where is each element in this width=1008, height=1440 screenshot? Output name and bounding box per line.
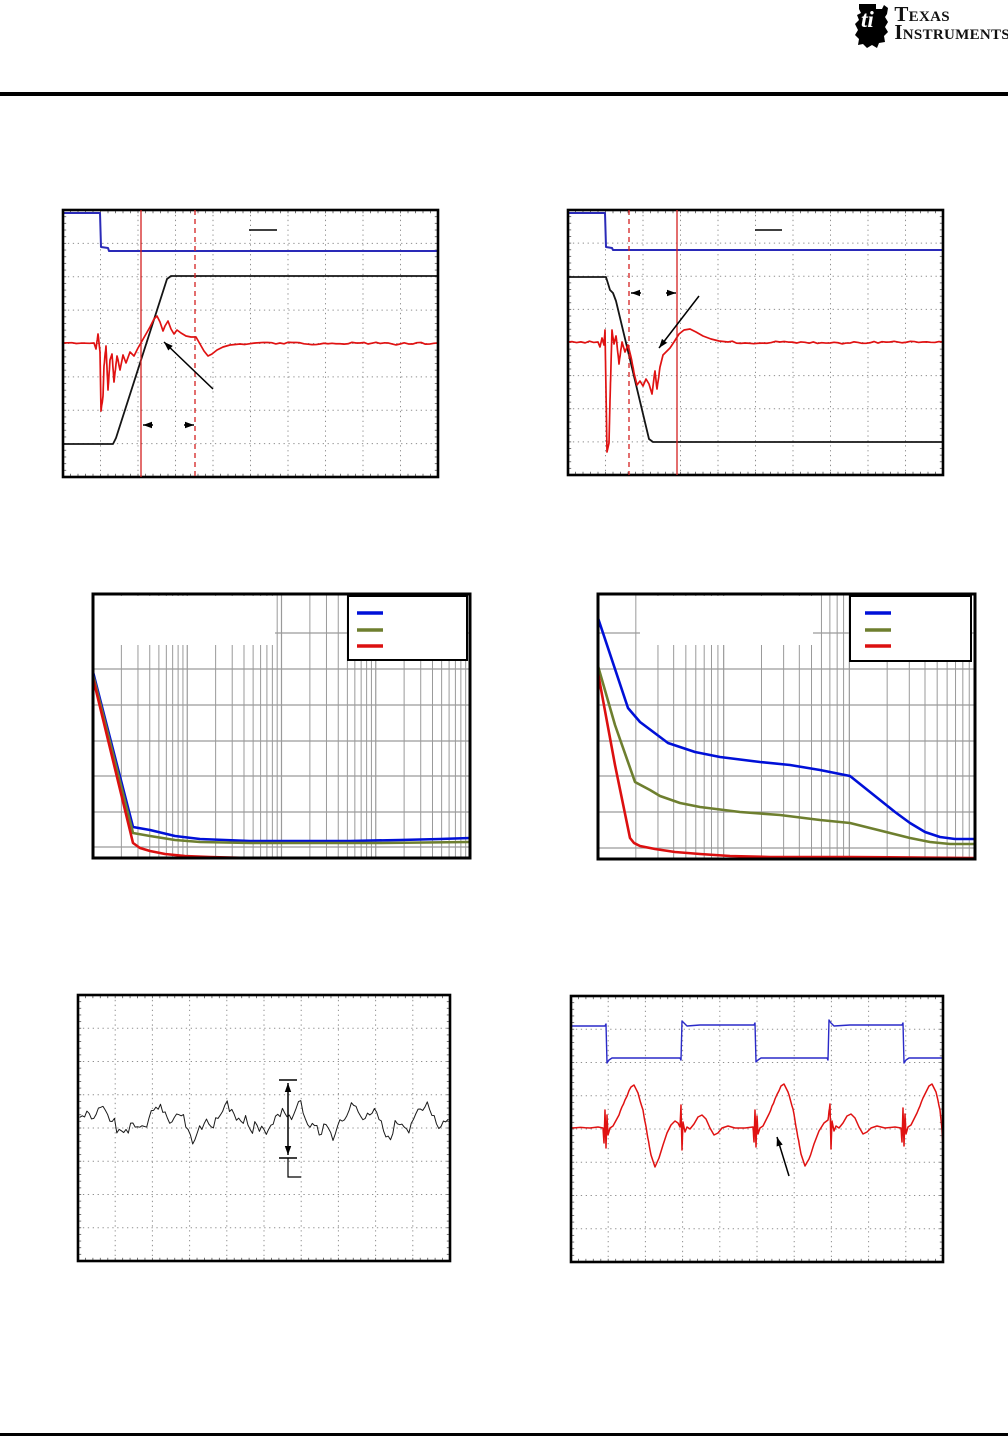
current-trace-red (568, 328, 943, 453)
gridlines (598, 594, 975, 859)
arrowhead (143, 421, 152, 429)
arrowhead (667, 289, 676, 297)
arrowhead (284, 1146, 292, 1155)
header-rule (0, 92, 1008, 96)
annotation-polyline (287, 1158, 301, 1178)
grid-cover-box (640, 596, 813, 645)
ti-bug-glyph: ti (861, 7, 874, 32)
arrowhead (659, 338, 668, 348)
series-green (598, 664, 975, 846)
ti-logo-bug-icon: ti (855, 4, 889, 48)
arrowhead (164, 342, 173, 351)
plot-border (91, 592, 472, 860)
plot-border (76, 993, 452, 1263)
series-red (598, 671, 975, 859)
arrowhead (631, 289, 640, 297)
gridlines (78, 995, 450, 1261)
series-blue (93, 670, 470, 843)
ti-logo-line1: Texas (894, 2, 950, 26)
ti-logo-line2: Instruments (894, 20, 1008, 44)
arrowhead (776, 1137, 783, 1147)
fig5-output-ripple-scope-plot (76, 993, 452, 1263)
response-trace-red (571, 1083, 943, 1168)
fig4-efficiency-log-chart-right-plot (596, 592, 977, 861)
fig2-shutdown-transient-scope-plot (566, 208, 945, 477)
ti-logo-wordmark: Texas Instruments (894, 2, 1008, 44)
plot-border (566, 208, 945, 477)
load-step-trace-blue (571, 1019, 943, 1064)
arrowhead (185, 421, 194, 429)
enable-trace-blue (568, 212, 943, 251)
current-trace-red (63, 315, 438, 412)
legend-box (849, 595, 972, 662)
series-green (93, 673, 470, 845)
enable-trace-blue (63, 212, 438, 252)
fig6-load-transient-scope-plot (569, 994, 945, 1264)
series-blue (598, 616, 975, 841)
ti-logo: ti Texas Instruments (855, 3, 1008, 49)
ripple-noise-trace-black (79, 1100, 449, 1145)
annotation-arrow (163, 341, 214, 390)
fig3-efficiency-log-chart-left-plot (91, 592, 472, 860)
output-ramp-trace-black (63, 275, 438, 445)
ti-bug-shape (855, 4, 889, 48)
plot-border (61, 208, 440, 479)
annotation-arrow (658, 295, 700, 349)
grid-cover-box (93, 596, 275, 645)
plot-border (569, 994, 945, 1264)
legend-box (347, 595, 468, 661)
plot-border (596, 592, 977, 861)
footer-rule (0, 1433, 1008, 1436)
fig1-startup-transient-scope-plot (61, 208, 440, 479)
arrowhead (284, 1083, 292, 1092)
output-ramp-trace-black (568, 276, 943, 443)
